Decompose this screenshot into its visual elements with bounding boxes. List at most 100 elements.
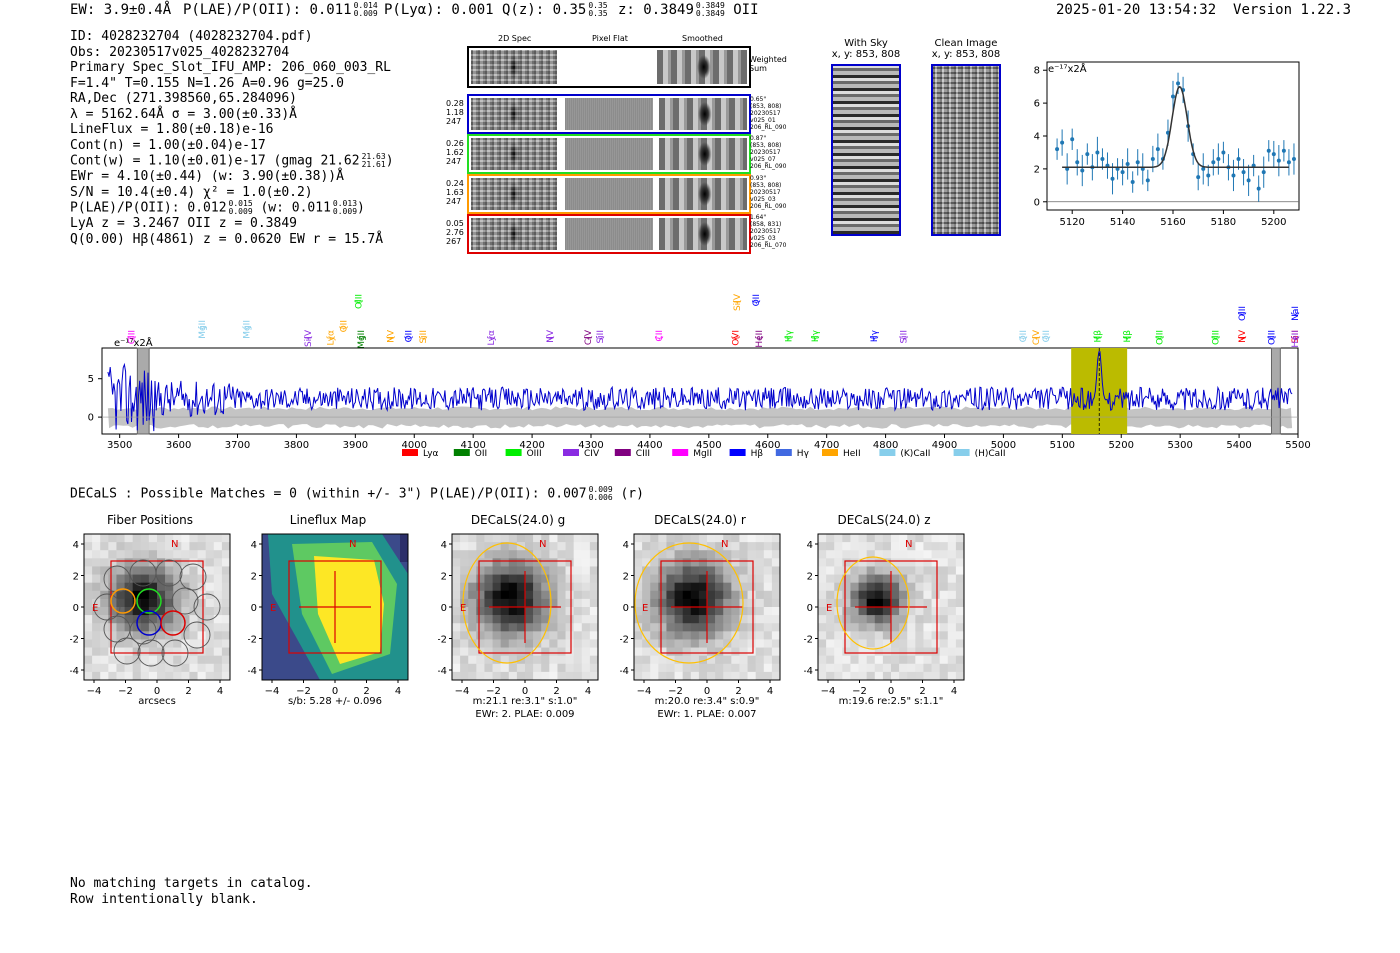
decals-y-tick-label: 2 bbox=[441, 572, 447, 583]
decals-x-tick-label: 4 bbox=[217, 686, 223, 697]
spectrum-line-label: SiII bbox=[899, 330, 909, 344]
spectrum-line-label: NV bbox=[1238, 329, 1248, 343]
decals-x-tick-label: −2 bbox=[486, 686, 501, 697]
spectrum-line-label: Lyα bbox=[487, 330, 497, 346]
spectrum-x-tick-label: 4900 bbox=[932, 440, 957, 451]
spectrum-x-tick-label: 4200 bbox=[519, 440, 544, 451]
line-fit-y-tick-label: 8 bbox=[1034, 66, 1040, 77]
fiber-circle bbox=[171, 587, 199, 615]
spectrum-x-tick-label: 5300 bbox=[1167, 440, 1192, 451]
decals-aperture-box bbox=[660, 560, 754, 654]
spectrum-unit: e⁻¹⁷x2Å bbox=[114, 336, 153, 349]
line-fit-point bbox=[1120, 170, 1125, 175]
spectrum-x-tick-label: 3600 bbox=[166, 440, 191, 451]
line-fit-point bbox=[1171, 94, 1175, 99]
fiber-circle bbox=[129, 617, 157, 645]
spectrum-line-bracket: { bbox=[1019, 335, 1029, 341]
col-title-2dspec: 2D Spec bbox=[498, 34, 532, 43]
header-plae: P(LAE)/P(OII): 0.011 0.014 0.009 bbox=[183, 1, 378, 19]
spectrum-line-label: SiII bbox=[419, 330, 429, 344]
spectrum-line-label: OIII bbox=[1156, 330, 1166, 345]
spectrum-line-label: Lyα bbox=[327, 330, 337, 346]
legend-swatch bbox=[953, 449, 970, 456]
decals-panel-caption: m:20.0 re:3.4" s:0.9" bbox=[654, 696, 760, 707]
footer-line-1: No matching targets in catalog. bbox=[70, 876, 313, 891]
decals-y-tick-label: -2 bbox=[804, 635, 813, 646]
decals-aperture-ellipse bbox=[462, 542, 552, 664]
col-title-pixelflat: Pixel Flat bbox=[592, 34, 628, 43]
fiber-4-meta: 1.64" (858, 831) 20230517 v025_03 206_RL_070 bbox=[750, 214, 787, 249]
spectrum-x-ticks: 3500 3600 3700 3800 3900 4000 4100 4200 4300 4400… bbox=[107, 434, 1311, 451]
decals-y-tick-label: -4 bbox=[70, 666, 79, 677]
spectrum-line-label: CIV bbox=[584, 329, 594, 345]
decals-x-tick-label: −4 bbox=[87, 686, 102, 697]
fiber-1-stats: 0.28 1.18 247 bbox=[446, 99, 464, 126]
spectrum-line-bracket: { bbox=[1268, 335, 1278, 341]
spectrum-x-tick-label: 3800 bbox=[284, 440, 309, 451]
fiber-3-frame bbox=[467, 174, 751, 214]
decals-y-tick-label: -4 bbox=[620, 666, 629, 677]
with-sky-coords: x, y: 853, 808 bbox=[831, 49, 901, 60]
spectrum-line-bracket: { bbox=[387, 335, 397, 341]
legend-label: (K)CaII bbox=[900, 449, 930, 459]
fiber-3-stats: 0.24 1.63 247 bbox=[446, 179, 464, 206]
line-fit-point bbox=[1095, 150, 1100, 155]
info-cont-w: Cont(w) = 1.10(±0.01)e-17 (gmag 21.62 21.… bbox=[70, 152, 394, 169]
spectrum-x-tick-label: 4100 bbox=[460, 440, 485, 451]
line-fit-point bbox=[1155, 147, 1160, 152]
decals-x-tick-label: 2 bbox=[185, 686, 191, 697]
decals-x-tick-label: 2 bbox=[363, 686, 369, 697]
legend-swatch bbox=[614, 449, 631, 456]
line-fit-point bbox=[1080, 168, 1085, 173]
info-lambda: λ = 5162.64Å σ = 3.00(±0.33)Å bbox=[70, 106, 297, 122]
spectrum-line-bracket: { bbox=[487, 335, 497, 341]
spectrum-line-bracket: { bbox=[198, 325, 208, 331]
info-ewr: EWr = 4.10(±0.44) (w: 3.90(±0.38))Å bbox=[70, 169, 344, 184]
info-id: ID: 4028232704 (4028232704.pdf) bbox=[70, 29, 313, 44]
decals-y-tick-label: 4 bbox=[623, 540, 629, 551]
spectrum-x-tick-label: 5100 bbox=[1050, 440, 1075, 451]
legend-label: MgII bbox=[693, 449, 712, 459]
info-sn: S/N = 10.4(±0.4) χ² = 1.0(±0.2) bbox=[70, 184, 313, 200]
decals-x-tick-label: 2 bbox=[553, 686, 559, 697]
fiber-circle bbox=[193, 593, 221, 621]
decals-aperture-box bbox=[844, 560, 938, 654]
spectrum-line-bracket: { bbox=[811, 335, 821, 341]
decals-north-label: N bbox=[349, 539, 356, 550]
spectrum-line-label: CIII bbox=[128, 330, 138, 344]
line-fit-point bbox=[1060, 140, 1065, 145]
fiber-circle bbox=[179, 563, 207, 591]
decals-north-label: N bbox=[721, 539, 728, 550]
footer-note: No matching targets in catalog. Row inte… bbox=[70, 876, 313, 907]
line-fit-y-tick-label: 4 bbox=[1034, 132, 1040, 143]
clean-image-title: Clean Image bbox=[934, 38, 998, 49]
decals-panel-caption-2: EWr: 2. PLAE: 0.009 bbox=[475, 709, 575, 720]
decals-y-tick-label: 4 bbox=[807, 540, 813, 551]
spectrum-line-bracket: { bbox=[1042, 335, 1052, 341]
line-fit-model bbox=[1062, 85, 1289, 168]
clean-image bbox=[931, 64, 1001, 236]
spectrum-line-label: OII bbox=[752, 294, 762, 306]
line-fit-x-ticks: 5120 5140 5160 5180 5200 bbox=[1059, 210, 1287, 228]
decals-x-tick-label: −4 bbox=[821, 686, 836, 697]
line-fit-y-tick-label: 0 bbox=[1034, 197, 1040, 208]
fiber-4-stats: 0.05 2.76 267 bbox=[446, 219, 464, 246]
spectrum-x-tick-label: 3500 bbox=[107, 440, 132, 451]
decals-panel-title: Fiber Positions bbox=[106, 513, 194, 527]
decals-y-tick-label: -4 bbox=[804, 666, 813, 677]
spectrum-line-bracket: { bbox=[1291, 335, 1301, 341]
line-fit-point bbox=[1075, 160, 1080, 165]
decals-panel-4: DECaLS(24.0) r N E 4 2 0 -2 -4 −4 −2 0 2 4 m:20.0 re:… bbox=[620, 512, 792, 722]
spectrum-line-bracket: { bbox=[340, 325, 350, 331]
spectrum-line-bracket: { bbox=[304, 335, 314, 341]
spectrum-line-bracket: { bbox=[655, 335, 665, 341]
spectrum-line-bracket: { bbox=[584, 335, 594, 341]
spectrum-line-bracket: { bbox=[1123, 335, 1133, 341]
decals-x-tick-label: 4 bbox=[767, 686, 773, 697]
spectrum-line-bracket: { bbox=[242, 325, 252, 331]
decals-x-tick-label: 0 bbox=[522, 686, 528, 697]
info-lya-z: LyA z = 3.2467 OII z = 0.3849 bbox=[70, 216, 297, 231]
decals-x-tick-label: −4 bbox=[637, 686, 652, 697]
info-obs: Obs: 20230517v025_4028232704 bbox=[70, 44, 290, 60]
decals-panel-title: Lineflux Map bbox=[289, 513, 367, 527]
